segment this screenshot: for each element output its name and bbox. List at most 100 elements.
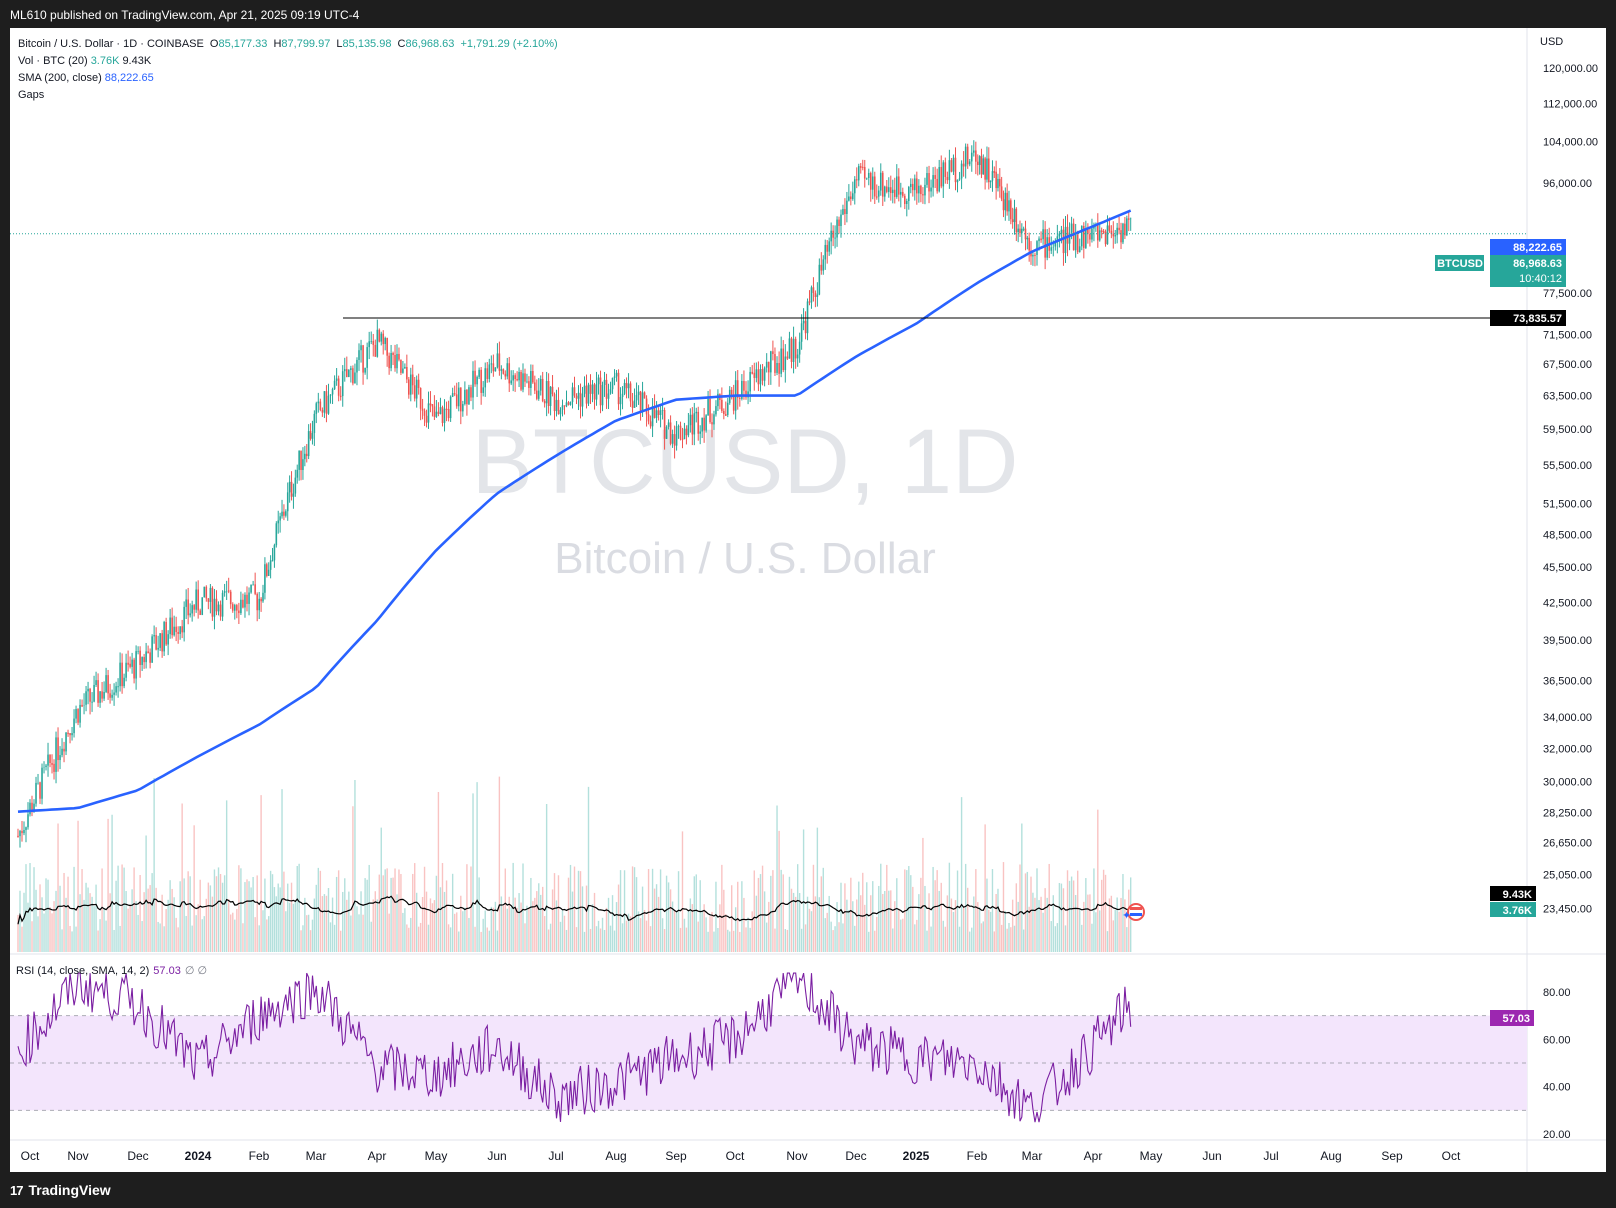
price-axis[interactable]: 120,000.00 112,000.00 104,000.00 96,000.00 7…	[1543, 63, 1598, 1141]
published-text: ML610 published on TradingView.com, Apr …	[10, 8, 360, 22]
price-tick-label: 120,000.00	[1543, 63, 1598, 75]
time-axis[interactable]: Oct Nov Dec 2024 Feb Mar Apr May Jun Jul Aug Sep Oct…	[21, 1149, 1461, 1163]
rsi-band-group	[10, 1015, 1527, 1111]
time-tick-label: Nov	[786, 1149, 807, 1163]
time-tick-label: 2024	[185, 1149, 212, 1163]
time-tick-label: Aug	[605, 1149, 626, 1163]
time-tick-label: Mar	[306, 1149, 327, 1163]
rsi-label-bg	[1490, 1010, 1534, 1026]
sma-label-bg	[1490, 239, 1566, 255]
price-tick-label: 32,000.00	[1543, 743, 1592, 755]
time-tick-label: Dec	[845, 1149, 866, 1163]
chart-frame[interactable]: BTCUSD, 1D Bitcoin / U.S. Dollar 120,000…	[10, 28, 1606, 1172]
watermark-name: Bitcoin / U.S. Dollar	[554, 534, 935, 583]
time-tick-label: Apr	[1084, 1149, 1103, 1163]
rsi-tick-label: 60.00	[1543, 1034, 1571, 1046]
rsi-tick-label: 20.00	[1543, 1129, 1571, 1141]
time-tick-label: Apr	[368, 1149, 387, 1163]
price-tick-label: 96,000.00	[1543, 178, 1592, 190]
hline-label-bg	[1490, 310, 1566, 326]
price-tick-label: 34,000.00	[1543, 712, 1592, 724]
rsi-legend: RSI (14, close, SMA, 14, 2) 57.03 ∅ ∅	[16, 965, 207, 977]
price-tick-label: 30,000.00	[1543, 777, 1592, 789]
sma-line	[17, 209, 1132, 813]
price-tick-label: 42,500.00	[1543, 597, 1592, 609]
tv-logo-icon: 17	[10, 1182, 24, 1198]
sma-label: 88,222.65	[1513, 242, 1562, 254]
hline-label: 73,835.57	[1513, 313, 1562, 325]
time-tick-label: Feb	[967, 1149, 988, 1163]
change-value: +1,791.29 (+2.10%)	[460, 38, 558, 50]
time-tick-label: Jun	[1202, 1149, 1221, 1163]
price-tick-label: 77,500.00	[1543, 288, 1592, 300]
price-tick-label: 25,050.00	[1543, 869, 1592, 881]
rsi-tick-label: 40.00	[1543, 1082, 1571, 1094]
time-tick-label: 2025	[903, 1149, 930, 1163]
horizontal-line-group[interactable]	[10, 233, 1527, 319]
chart-legend: Bitcoin / U.S. Dollar · 1D · COINBASE O8…	[18, 36, 561, 104]
price-tick-label: 104,000.00	[1543, 137, 1598, 149]
sma-group	[17, 209, 1132, 813]
price-tick-label: 71,500.00	[1543, 330, 1592, 342]
volume-ma	[17, 895, 1132, 925]
watermark-symbol: BTCUSD, 1D	[472, 411, 1019, 513]
candles	[17, 140, 1132, 848]
chart-svg[interactable]: BTCUSD, 1D Bitcoin / U.S. Dollar 120,000…	[10, 28, 1606, 1172]
legend-volume: Vol · BTC (20) 3.76K 9.43K	[18, 55, 152, 67]
flag-icon[interactable]: ✦	[1122, 903, 1145, 922]
rsi-tick-label: 80.00	[1543, 987, 1571, 999]
bottom-bar: 17 TradingView	[0, 1172, 1616, 1208]
price-labels: 88,222.65 BTCUSD 86,968.63 10:40:12 73,8…	[1435, 239, 1566, 1026]
price-tick-label: 36,500.00	[1543, 676, 1592, 688]
time-tick-label: Jul	[548, 1149, 563, 1163]
time-tick-label: Mar	[1022, 1149, 1043, 1163]
time-tick-label: Feb	[249, 1149, 270, 1163]
rsi-last-label: 57.03	[1502, 1013, 1530, 1025]
time-tick-label: Nov	[67, 1149, 88, 1163]
time-tick-label: Dec	[127, 1149, 148, 1163]
price-tick-label: 48,500.00	[1543, 529, 1592, 541]
legend-main: Bitcoin / U.S. Dollar · 1D · COINBASE O8…	[18, 38, 558, 50]
low-label: L	[336, 38, 343, 50]
time-tick-label: Oct	[726, 1149, 745, 1163]
time-tick-label: May	[1140, 1149, 1163, 1163]
vol-ma-label: 9.43K	[1503, 889, 1532, 901]
legend-sma: SMA (200, close) 88,222.65	[18, 72, 154, 84]
time-tick-label: Sep	[665, 1149, 687, 1163]
time-tick-label: Oct	[21, 1149, 40, 1163]
price-tick-label: 112,000.00	[1543, 99, 1597, 111]
high-label: H	[273, 38, 282, 50]
price-tick-label: 39,500.00	[1543, 635, 1592, 647]
time-tick-label: Aug	[1320, 1149, 1341, 1163]
volume-ma-line	[17, 895, 1132, 925]
price-tick-label: 63,500.00	[1543, 391, 1592, 403]
price-tick-label: 55,500.00	[1543, 460, 1592, 472]
svg-text:✦: ✦	[1122, 910, 1131, 922]
open-label: O	[209, 38, 219, 50]
price-tick-label: 26,650.00	[1543, 838, 1592, 850]
close-label: C	[397, 38, 406, 50]
watermark: BTCUSD, 1D Bitcoin / U.S. Dollar	[472, 411, 1019, 583]
last-price-label-bg	[1490, 255, 1566, 287]
currency-label[interactable]: USD	[1540, 36, 1564, 48]
ticker-label: BTCUSD	[1437, 258, 1483, 270]
tradingview-logo[interactable]: 17 TradingView	[10, 1182, 111, 1198]
countdown-label: 10:40:12	[1519, 273, 1562, 285]
legend-gaps: Gaps	[18, 89, 45, 101]
vol-last-label-bg	[1490, 902, 1536, 917]
price-tick-label: 51,500.00	[1543, 498, 1592, 510]
vol-ma-label-bg	[1490, 886, 1536, 901]
time-tick-label: May	[425, 1149, 448, 1163]
volume-bars	[17, 776, 1132, 952]
last-price-label: 86,968.63	[1513, 258, 1562, 270]
time-tick-label: Jul	[1263, 1149, 1278, 1163]
price-tick-label: 59,500.00	[1543, 424, 1592, 436]
rsi-line	[17, 972, 1132, 1123]
ticker-label-bg	[1435, 255, 1484, 271]
price-tick-label: 28,250.00	[1543, 808, 1592, 820]
price-tick-label: 45,500.00	[1543, 562, 1592, 574]
time-tick-label: Jun	[487, 1149, 506, 1163]
time-tick-label: Sep	[1381, 1149, 1403, 1163]
price-tick-label: 23,450.00	[1543, 903, 1592, 915]
price-tick-label: 67,500.00	[1543, 359, 1592, 371]
